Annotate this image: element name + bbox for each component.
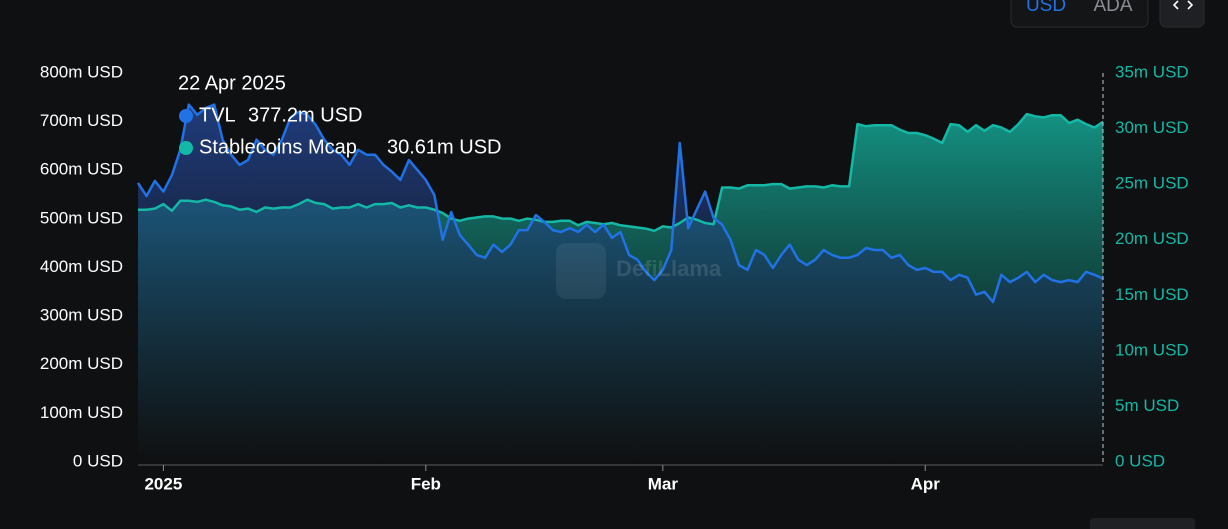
legend-marker bbox=[179, 141, 193, 155]
y-tick-label: 700m USD bbox=[40, 111, 123, 130]
watermark-logo bbox=[556, 243, 606, 299]
currency-toggle[interactable] bbox=[1010, 0, 1149, 28]
embed-icon bbox=[1172, 0, 1194, 10]
plot-area bbox=[136, 103, 1104, 462]
y-tick-label: 300m USD bbox=[40, 306, 123, 325]
tooltip-value: 377.2m USD bbox=[248, 104, 363, 126]
watermark: DefiLlama bbox=[616, 256, 722, 281]
y-tick-label: 600m USD bbox=[40, 160, 123, 179]
legend-label: Stablecoins Mcap bbox=[199, 136, 357, 158]
line bbox=[138, 112, 1104, 233]
y2-tick-label: 15m USD bbox=[1115, 285, 1189, 304]
line bbox=[136, 103, 1104, 304]
tooltip-title: 22 Apr 2025 bbox=[178, 72, 286, 94]
x-tick-label: Mar bbox=[648, 474, 679, 493]
x-tick-label: 2025 bbox=[144, 474, 182, 493]
y2-tick-label: 5m USD bbox=[1115, 396, 1179, 415]
x-tick-label: Apr bbox=[911, 474, 941, 493]
area bbox=[138, 104, 1103, 462]
scroll-handle[interactable] bbox=[1090, 518, 1195, 529]
y2-tick-label: 30m USD bbox=[1115, 118, 1189, 137]
y2-tick-label: 10m USD bbox=[1115, 340, 1189, 359]
y-tick-label: 100m USD bbox=[40, 403, 123, 422]
legend-label: TVL bbox=[199, 104, 236, 126]
y2-tick-label: 20m USD bbox=[1115, 229, 1189, 248]
y-tick-label: 0 USD bbox=[73, 451, 123, 470]
y2-tick-label: 0 USD bbox=[1115, 451, 1165, 470]
y-tick-label: 500m USD bbox=[40, 208, 123, 227]
y2-tick-label: 25m USD bbox=[1115, 174, 1189, 193]
currency-option[interactable]: USD bbox=[1026, 0, 1066, 16]
y2-tick-label: 35m USD bbox=[1115, 62, 1189, 81]
y-tick-label: 800m USD bbox=[40, 62, 123, 81]
y-tick-label: 400m USD bbox=[40, 257, 123, 276]
legend-marker bbox=[179, 109, 193, 123]
x-tick-label: Feb bbox=[411, 474, 441, 493]
y-tick-label: 200m USD bbox=[40, 354, 123, 373]
currency-option[interactable]: ADA bbox=[1093, 0, 1132, 16]
tooltip-value: 30.61m USD bbox=[387, 136, 502, 158]
embed-button[interactable] bbox=[1159, 0, 1205, 28]
